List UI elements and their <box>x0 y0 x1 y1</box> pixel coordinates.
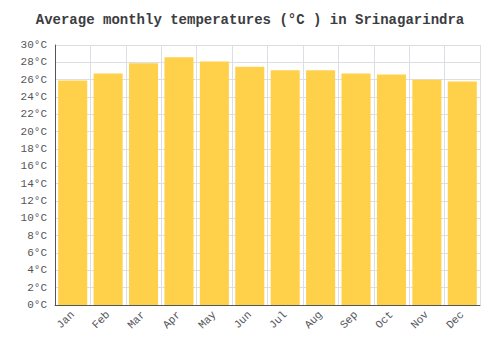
svg-text:20°C: 20°C <box>21 126 48 138</box>
svg-text:Jun: Jun <box>232 309 254 331</box>
svg-text:Mar: Mar <box>125 309 147 331</box>
svg-text:10°C: 10°C <box>21 212 48 224</box>
svg-text:26°C: 26°C <box>21 74 48 86</box>
svg-text:Sep: Sep <box>338 309 360 331</box>
svg-text:6°C: 6°C <box>27 247 47 259</box>
svg-text:May: May <box>196 308 219 331</box>
svg-text:Dec: Dec <box>444 309 466 331</box>
svg-text:24°C: 24°C <box>21 91 48 103</box>
svg-text:Feb: Feb <box>90 309 112 331</box>
svg-text:28°C: 28°C <box>21 56 48 68</box>
svg-text:Apr: Apr <box>161 309 183 331</box>
svg-text:18°C: 18°C <box>21 143 48 155</box>
svg-text:12°C: 12°C <box>21 195 48 207</box>
svg-text:Nov: Nov <box>409 308 432 331</box>
svg-text:Aug: Aug <box>302 309 324 331</box>
svg-text:22°C: 22°C <box>21 108 48 120</box>
svg-text:2°C: 2°C <box>27 282 47 294</box>
svg-text:Average monthly temperatures (: Average monthly temperatures (°C ) in Sr… <box>36 12 465 28</box>
svg-text:16°C: 16°C <box>21 160 48 172</box>
svg-text:14°C: 14°C <box>21 178 48 190</box>
svg-text:30°C: 30°C <box>21 39 48 51</box>
svg-text:8°C: 8°C <box>27 230 47 242</box>
svg-text:Oct: Oct <box>373 309 395 331</box>
svg-text:0°C: 0°C <box>27 299 47 311</box>
svg-text:4°C: 4°C <box>27 264 47 276</box>
svg-text:Jul: Jul <box>267 309 289 331</box>
svg-text:Jan: Jan <box>54 309 76 331</box>
